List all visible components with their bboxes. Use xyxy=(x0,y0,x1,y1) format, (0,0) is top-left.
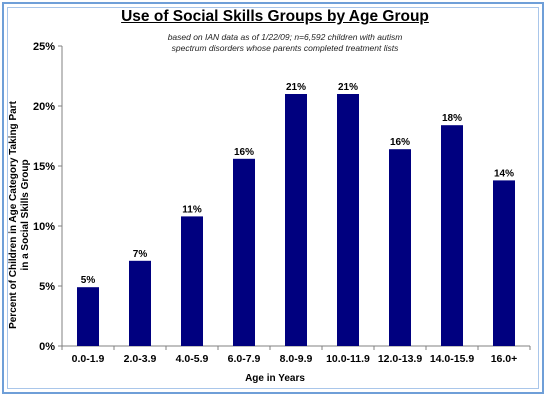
y-tick-label: 20% xyxy=(33,101,55,113)
bar xyxy=(77,287,99,346)
data-label: 11% xyxy=(182,204,202,215)
y-axis-title: Percent of Children in Age Category Taki… xyxy=(8,101,31,329)
y-tick-label: 10% xyxy=(33,221,55,233)
bar xyxy=(493,180,515,346)
data-label: 21% xyxy=(338,82,358,93)
bar xyxy=(233,158,255,346)
data-label: 5% xyxy=(81,275,96,286)
x-tick-label: 4.0-5.9 xyxy=(176,353,209,365)
chart-subtitle: based on IAN data as of 1/22/09; n=6,592… xyxy=(167,32,403,53)
x-axis-title: Age in Years xyxy=(245,373,305,384)
y-tick-label: 0% xyxy=(39,341,55,353)
x-tick-label: 2.0-3.9 xyxy=(124,353,157,365)
chart-title: Use of Social Skills Groups by Age Group xyxy=(121,8,429,25)
x-tick-label: 14.0-15.9 xyxy=(430,353,475,365)
bar xyxy=(441,125,463,346)
y-tick-label: 5% xyxy=(39,281,55,293)
x-tick-label: 10.0-11.9 xyxy=(326,353,370,365)
x-tick-label: 16.0+ xyxy=(491,353,518,365)
data-label: 14% xyxy=(494,168,514,179)
data-label: 21% xyxy=(286,82,306,93)
data-label: 18% xyxy=(442,113,462,124)
bar xyxy=(337,94,359,346)
bar xyxy=(389,149,411,346)
y-axis-title-container: Percent of Children in Age Category Taki… xyxy=(6,100,34,330)
y-tick-label: 25% xyxy=(33,41,55,53)
data-label: 16% xyxy=(234,147,254,158)
bar xyxy=(129,260,151,346)
data-label: 16% xyxy=(390,137,410,148)
x-tick-label: 6.0-7.9 xyxy=(228,353,261,365)
data-label: 7% xyxy=(133,249,148,260)
y-tick-label: 15% xyxy=(33,161,55,173)
x-tick-label: 8.0-9.9 xyxy=(280,353,313,365)
x-tick-label: 12.0-13.9 xyxy=(378,353,423,365)
bar xyxy=(285,94,307,346)
chart-frame-inner-border xyxy=(7,7,539,389)
x-tick-label: 0.0-1.9 xyxy=(72,353,105,365)
bar xyxy=(181,216,203,346)
